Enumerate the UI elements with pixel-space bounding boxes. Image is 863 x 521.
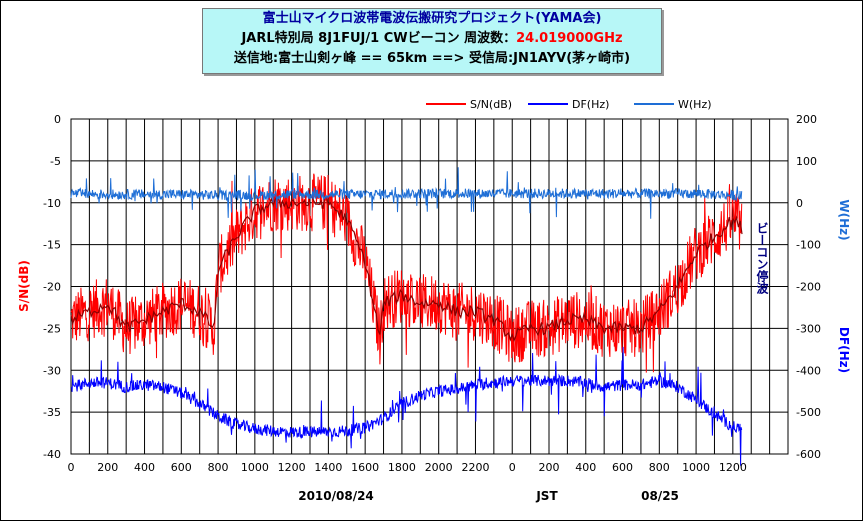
x-tick-label: 1000	[682, 461, 710, 474]
series-line-sndb	[70, 173, 743, 373]
chart-title-box: 富士山マイクロ波帯電波伝搬研究プロジェクト(YAMA会) JARL特別局 8J1…	[202, 8, 662, 74]
legend-label: DF(Hz)	[572, 98, 609, 111]
y-right-df-axis-label: DF(Hz)	[837, 327, 851, 373]
series-line-dfhz	[70, 346, 743, 466]
axes: 0 200 400 600 800 1000 1200 1400 1600 1800 2000 220…	[43, 113, 821, 474]
legend-label: S/N(dB)	[470, 98, 512, 111]
x-tick-label: 400	[134, 461, 155, 474]
chart-title-line1: 富士山マイクロ波帯電波伝搬研究プロジェクト(YAMA会)	[262, 11, 602, 26]
y-left-tick-label: -10	[43, 197, 61, 210]
x-tick-label: 1200	[719, 461, 747, 474]
y-right-tick-label: -200	[796, 281, 821, 294]
y-right-tick-label: -500	[796, 406, 821, 419]
x-tick-label: 400	[575, 461, 596, 474]
x-tick-label: 1600	[351, 461, 379, 474]
x-tick-label: 1000	[241, 461, 269, 474]
jst-label: JST	[535, 489, 558, 503]
x-tick-label: 1800	[388, 461, 416, 474]
x-tick-label: 0	[68, 461, 75, 474]
series-trend-sn	[70, 196, 743, 343]
date-right-label: 08/25	[641, 489, 679, 503]
chart-title-line2-prefix: JARL特別局 8J1FUJ/1 CWビーコン 周波数：	[241, 31, 517, 46]
y-right-tick-label: -300	[796, 322, 821, 335]
y-right-tick-label: 200	[796, 113, 817, 126]
y-left-tick-label: -30	[43, 364, 61, 377]
series-line-whz	[70, 167, 743, 219]
beacon-stop-annotation: ビーコン停波	[755, 222, 769, 295]
y-left-tick-label: -20	[43, 281, 61, 294]
x-tick-label: 2000	[425, 461, 453, 474]
x-tick-label: 600	[612, 461, 633, 474]
legend-label: W(Hz)	[678, 98, 712, 111]
x-tick-label: 2200	[461, 461, 489, 474]
y-left-tick-label: 0	[54, 113, 61, 126]
y-left-tick-label: -15	[43, 239, 61, 252]
frequency-value: 24.019000GHz	[516, 31, 623, 46]
x-tick-label: 1400	[314, 461, 342, 474]
x-tick-label: 800	[208, 461, 229, 474]
y-right-tick-label: -100	[796, 239, 821, 252]
x-tick-label: 600	[171, 461, 192, 474]
y-left-axis-label: S/N(dB)	[17, 260, 31, 312]
x-tick-label: 0	[509, 461, 516, 474]
y-left-tick-label: -40	[43, 448, 61, 461]
y-right-tick-label: -400	[796, 364, 821, 377]
chart-title-line2: JARL特別局 8J1FUJ/1 CWビーコン 周波数：24.019000GHz	[203, 29, 661, 49]
date-left-label: 2010/08/24	[298, 489, 374, 503]
y-right-tick-label: -600	[796, 448, 821, 461]
y-left-tick-label: -35	[43, 406, 61, 419]
x-tick-label: 1200	[278, 461, 306, 474]
x-tick-label: 200	[539, 461, 560, 474]
y-left-tick-label: -5	[50, 155, 61, 168]
legend: S/N(dB) DF(Hz) W(Hz)	[426, 98, 712, 111]
x-tick-label: 800	[649, 461, 670, 474]
y-right-tick-label: 0	[796, 197, 803, 210]
x-tick-label: 200	[97, 461, 118, 474]
y-left-tick-label: -25	[43, 322, 61, 335]
y-right-w-axis-label: W(Hz)	[837, 199, 851, 240]
series-lines	[70, 167, 743, 466]
y-right-tick-label: 100	[796, 155, 817, 168]
chart-title-line3: 送信地:富士山剣ヶ峰 == 65km ==> 受信局:JN1AYV(茅ヶ崎市)	[233, 51, 631, 66]
